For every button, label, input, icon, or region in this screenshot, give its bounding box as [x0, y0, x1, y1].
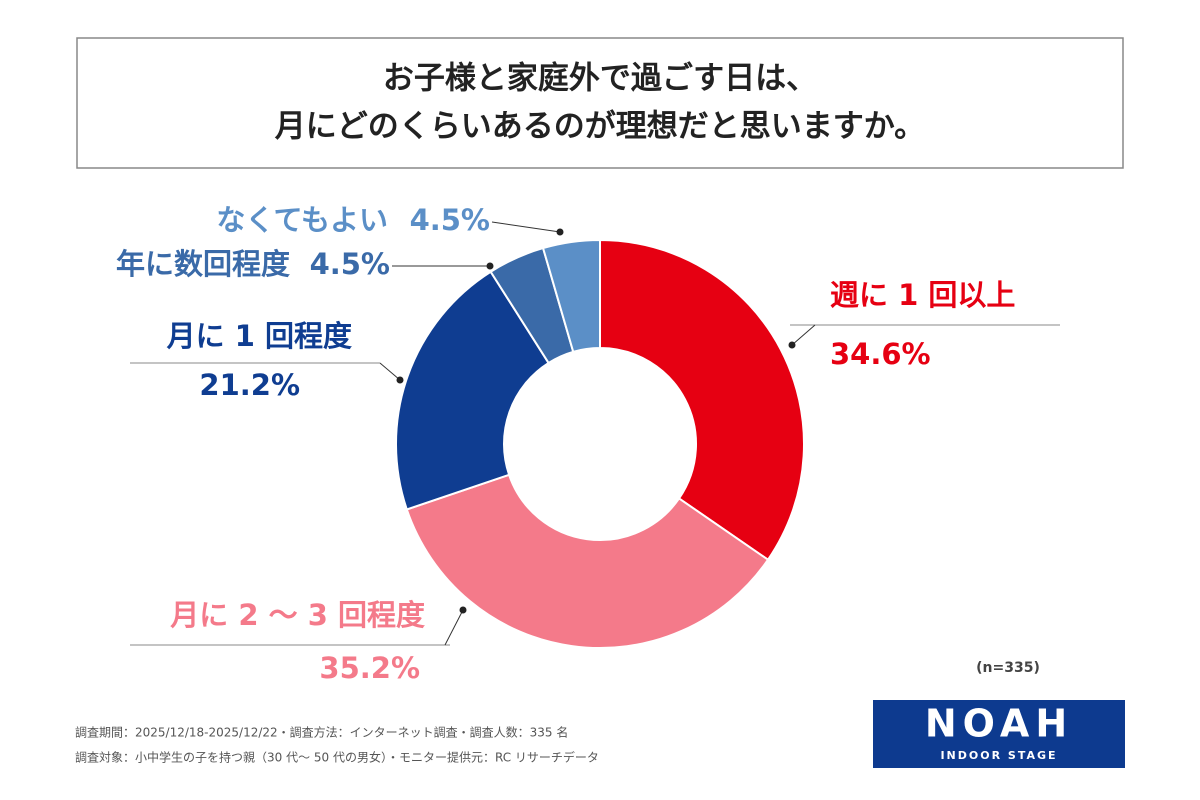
value-label: 4.5%: [310, 247, 390, 281]
title-line: 月にどのくらいあるのが理想だと思いますか。: [275, 109, 925, 145]
sample-note: (n=335): [976, 660, 1040, 676]
donut-slice: [599, 238, 805, 562]
donut-slice: [541, 238, 601, 354]
donut-slice: [395, 270, 550, 511]
value-label: 21.2%: [199, 368, 300, 402]
title-box: [76, 37, 1124, 169]
leader-dot: [486, 262, 494, 270]
leader-line: [379, 362, 401, 381]
leader-dot: [556, 228, 564, 236]
leader-dot: [459, 606, 467, 614]
category-label: なくてもよい: [216, 203, 388, 237]
leader-line: [791, 324, 816, 346]
value-label: 4.5%: [410, 203, 490, 237]
value-label: 35.2%: [319, 651, 420, 685]
logo-subtitle: INDOOR STAGE: [940, 749, 1057, 762]
footnote: 調査対象：小中学生の子を持つ親（30 代～ 50 代の男女）・モニター提供元：R…: [75, 750, 599, 765]
logo-box: [873, 700, 1125, 768]
leader-dot: [396, 376, 404, 384]
category-label: 年に数回程度: [116, 247, 290, 281]
category-label: 月に 2 ～ 3 回程度: [169, 598, 425, 632]
value-label: 34.6%: [830, 337, 931, 371]
category-label: 週に 1 回以上: [830, 278, 1015, 312]
leader-line: [444, 609, 464, 646]
title-line: お子様と家庭外で過ごす日は、: [383, 61, 817, 97]
leader-line: [491, 221, 561, 233]
leader-dot: [788, 341, 796, 349]
donut-slice: [405, 473, 770, 649]
logo-name: NOAH: [925, 702, 1073, 746]
category-label: 月に 1 回程度: [166, 319, 352, 353]
footnote: 調査期間：2025/12/18-2025/12/22・調査方法：インターネット調…: [75, 725, 568, 740]
